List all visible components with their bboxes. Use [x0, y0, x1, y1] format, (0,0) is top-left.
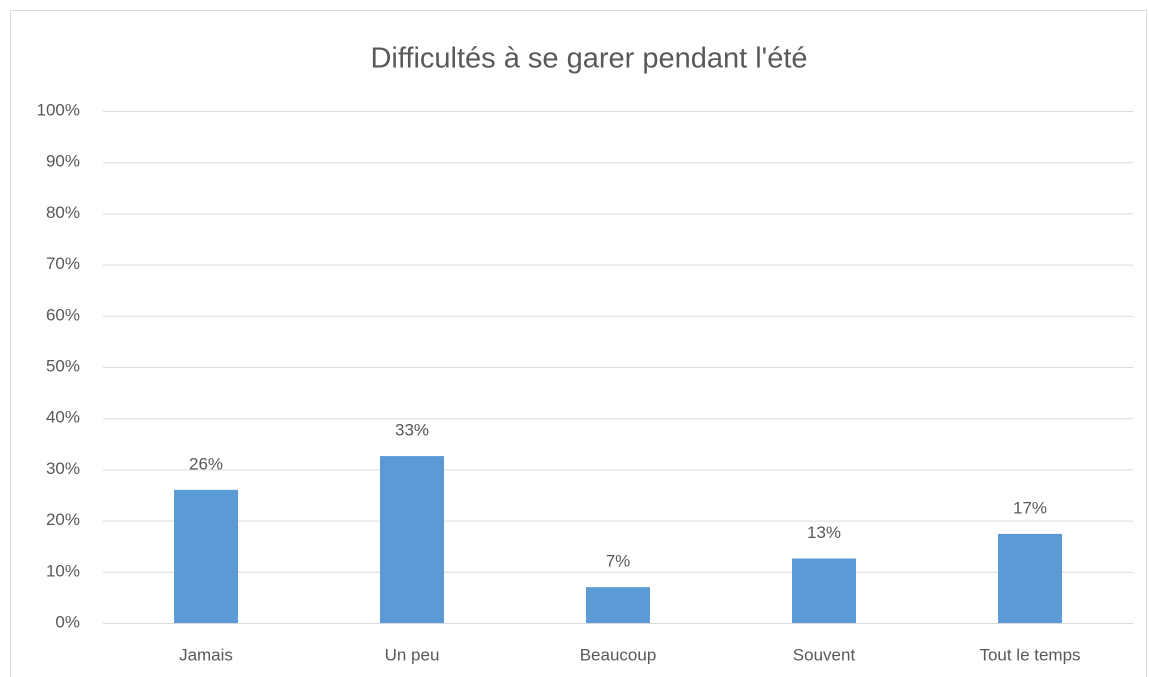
y-tick-label: 60% — [46, 305, 80, 324]
bar — [792, 558, 856, 623]
bar — [586, 587, 650, 623]
bar — [380, 456, 444, 623]
x-tick-label: Souvent — [793, 645, 856, 664]
y-tick-label: 10% — [46, 561, 80, 580]
y-tick-label: 20% — [46, 510, 80, 529]
y-tick-label: 30% — [46, 459, 80, 478]
data-label: 26% — [189, 454, 223, 473]
y-tick-label: 0% — [55, 612, 80, 631]
y-tick-label: 50% — [46, 356, 80, 375]
data-label: 33% — [395, 421, 429, 440]
y-tick-label: 40% — [46, 408, 80, 427]
chart-title: Difficultés à se garer pendant l'été — [370, 43, 807, 75]
bar — [174, 489, 238, 623]
x-tick-label: Un peu — [385, 645, 440, 664]
data-label: 7% — [606, 552, 631, 571]
data-label: 13% — [807, 523, 841, 542]
y-tick-label: 90% — [46, 152, 80, 171]
data-label: 17% — [1013, 498, 1047, 517]
bar — [998, 533, 1062, 623]
y-tick-label: 80% — [46, 203, 80, 222]
x-tick-label: Jamais — [179, 645, 233, 664]
x-tick-label: Tout le temps — [979, 645, 1080, 664]
x-tick-label: Beaucoup — [580, 645, 657, 664]
y-tick-label: 70% — [46, 254, 80, 273]
y-tick-label: 100% — [37, 100, 80, 119]
